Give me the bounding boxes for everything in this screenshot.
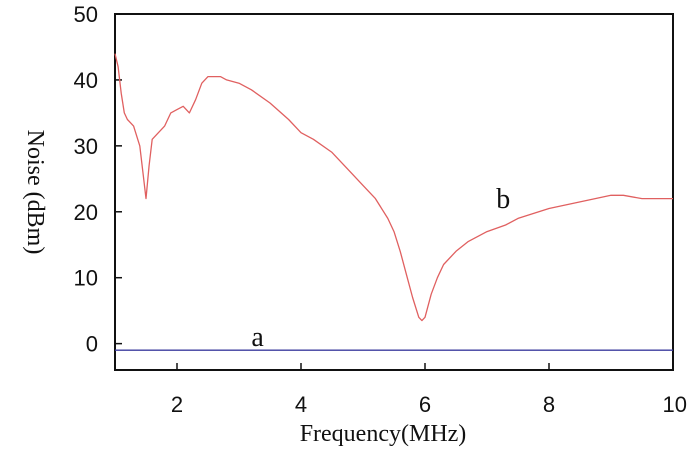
x-tick-label: 8 [543, 392, 555, 417]
series-line-b [114, 53, 673, 322]
x-tick-label: 2 [171, 392, 183, 417]
y-axis-title: Noise (dBm) [22, 130, 48, 255]
y-tick-label: 10 [74, 266, 98, 291]
x-tick-label: 4 [295, 392, 307, 417]
y-tick-label: 30 [74, 134, 98, 159]
y-tick-label: 0 [86, 332, 98, 357]
x-tick-label: 6 [419, 392, 431, 417]
annotation-a: a [251, 322, 264, 353]
annotation-b: b [496, 184, 510, 215]
series [114, 53, 673, 351]
y-tick-label: 50 [74, 2, 98, 27]
annotations: ab [251, 184, 510, 353]
x-axis-title: Frequency(MHz) [300, 421, 467, 447]
ticks: 2 4 6 8 10 0 10 20 30 40 50 [74, 2, 687, 417]
y-tick-label: 20 [74, 200, 98, 225]
y-tick-label: 40 [74, 68, 98, 93]
plot-frame [114, 13, 674, 371]
x-tick-label: 10 [663, 392, 687, 417]
